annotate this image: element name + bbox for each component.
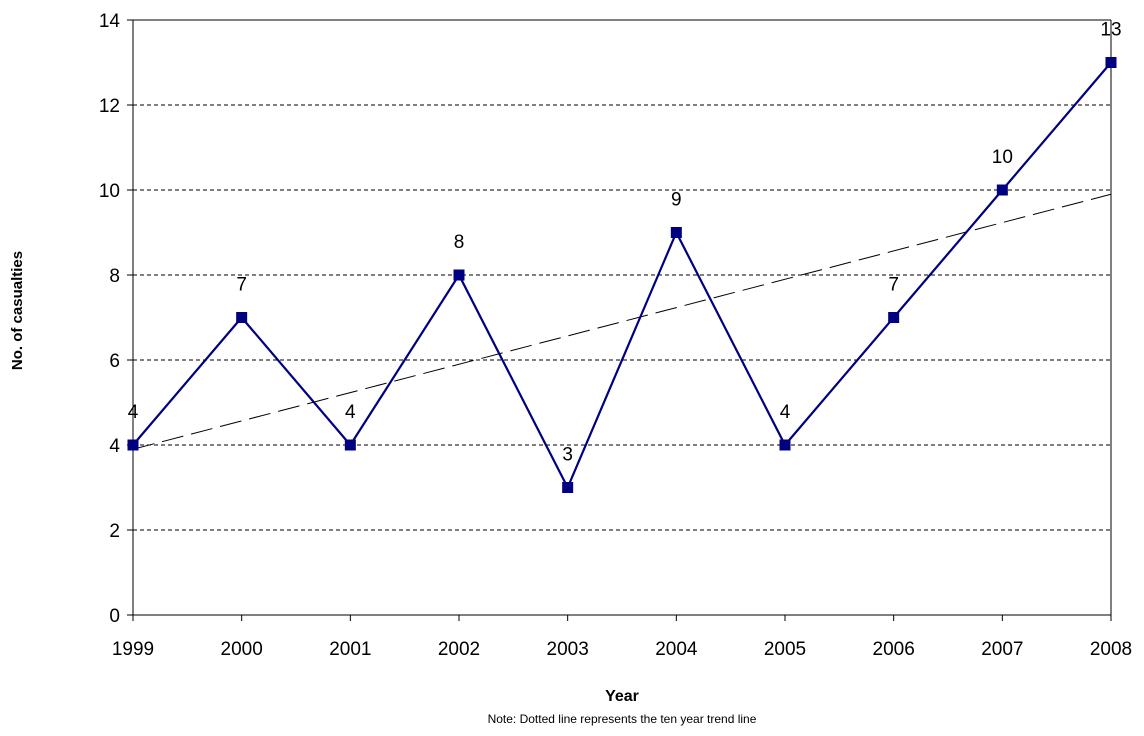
x-tick-label: 2006 <box>873 639 915 660</box>
y-tick-label: 12 <box>99 96 120 117</box>
data-point-marker <box>562 482 574 493</box>
data-label: 4 <box>780 402 791 423</box>
y-tick-label: 10 <box>99 181 120 202</box>
y-axis-title: No. of casualties <box>6 120 30 500</box>
data-label: 10 <box>992 147 1013 168</box>
chart-note: Note: Dotted line represents the ten yea… <box>487 712 757 726</box>
data-labels: 4 7 4 8 3 9 4 7 10 13 <box>128 20 1122 466</box>
y-tick-label: 4 <box>109 436 120 457</box>
x-tick-label: 1999 <box>112 639 154 660</box>
data-label: 8 <box>454 232 465 253</box>
data-label: 4 <box>128 402 139 423</box>
x-tick-label: 2004 <box>655 639 698 660</box>
y-tick-labels: 0 2 4 6 8 10 12 14 <box>99 11 121 627</box>
data-label: 4 <box>345 402 356 423</box>
data-point-marker <box>779 439 791 451</box>
data-label: 3 <box>562 445 573 466</box>
trend-line-group <box>132 193 1112 450</box>
data-point-marker <box>888 312 900 323</box>
axes <box>127 19 1112 621</box>
data-point-marker <box>344 439 356 451</box>
x-tick-label: 2007 <box>981 639 1023 660</box>
data-label: 7 <box>888 275 899 296</box>
data-point-marker <box>127 439 139 451</box>
data-label: 13 <box>1100 20 1121 41</box>
data-point-marker <box>453 269 465 281</box>
x-tick-label: 2005 <box>764 639 806 660</box>
series-line <box>132 61 1112 491</box>
data-label: 7 <box>236 275 247 296</box>
y-tick-label: 6 <box>109 351 120 372</box>
x-tick-label: 2001 <box>329 639 371 660</box>
x-tick-label: 2002 <box>438 639 480 660</box>
y-tick-label: 8 <box>109 266 120 287</box>
y-tick-label: 0 <box>109 606 120 627</box>
x-tick-label: 2000 <box>221 639 263 660</box>
data-point-marker <box>996 184 1008 196</box>
data-label: 9 <box>671 190 682 211</box>
data-point-marker <box>670 227 682 238</box>
trend-line <box>132 193 1112 450</box>
y-tick-label: 2 <box>109 521 120 542</box>
x-tick-label: 2003 <box>547 639 589 660</box>
x-tick-labels: 1999 2000 2001 2002 2003 2004 2005 2006 2007 2008 <box>112 639 1132 660</box>
series-group <box>127 57 1117 493</box>
x-tick-label: 2008 <box>1090 639 1132 660</box>
data-point-marker <box>1105 57 1117 68</box>
y-tick-label: 14 <box>99 11 121 32</box>
gridlines <box>133 19 1111 531</box>
x-axis-title: Year <box>605 688 639 705</box>
y-axis-title-text: No. of casualties <box>9 250 27 370</box>
data-point-marker <box>236 312 248 323</box>
